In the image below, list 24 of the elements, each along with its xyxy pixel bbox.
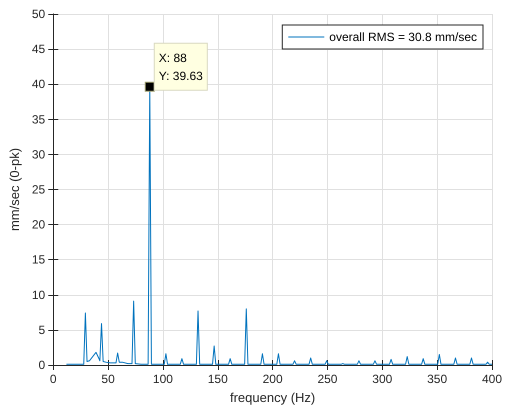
x-tick-label: 50 <box>101 372 116 386</box>
x-tick-label: 100 <box>152 372 174 386</box>
x-axis-title: frequency (Hz) <box>230 390 316 405</box>
y-tick-label: 5 <box>38 322 46 337</box>
y-tick-label: 25 <box>32 182 46 196</box>
legend-label: overall RMS = 30.8 mm/sec <box>329 30 478 44</box>
annotation: X: 88 Y: 39.63 <box>158 50 204 83</box>
y-tick-label: 10 <box>32 288 46 302</box>
y-tick-label: 40 <box>32 77 46 92</box>
x-tick-label: 150 <box>208 372 228 386</box>
x-tick-label: 350 <box>427 372 448 386</box>
y-tick-label: 45 <box>32 42 46 56</box>
x-tick-label: 0 <box>50 372 57 386</box>
y-tick-label: 50 <box>32 7 46 21</box>
x-tick-label: 400 <box>482 372 502 386</box>
y-tick-label: 20 <box>32 218 46 232</box>
x-tick-label: 250 <box>317 372 338 386</box>
x-tick-label: 300 <box>372 372 393 386</box>
y-axis-title: mm/sec (0-pk) <box>7 148 22 232</box>
y-tick-label: 0 <box>38 358 46 372</box>
y-tick-label: 35 <box>32 112 46 126</box>
y-tick-label: 30 <box>32 147 46 162</box>
y-tick-label: 15 <box>32 252 46 267</box>
x-tick-label: 200 <box>262 372 283 386</box>
